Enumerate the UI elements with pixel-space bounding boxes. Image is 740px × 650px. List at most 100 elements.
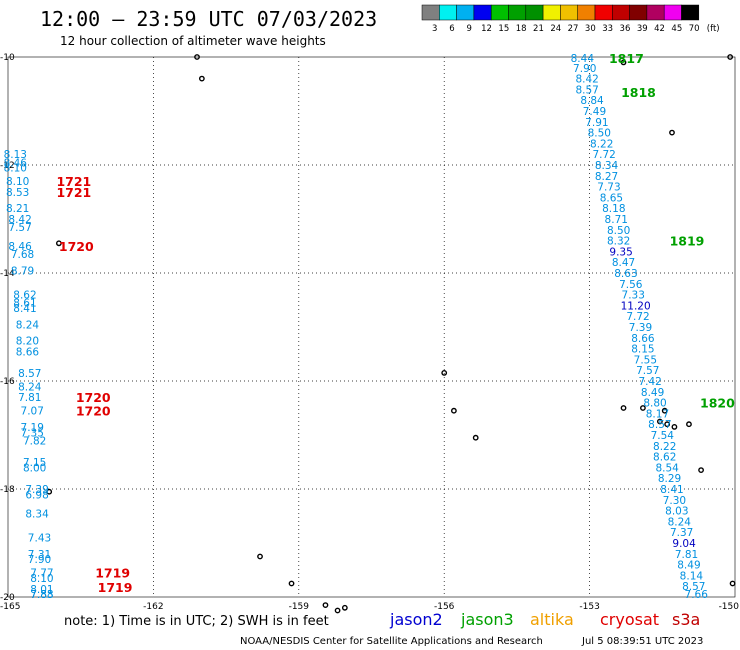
swh-value-label: 8.62 — [13, 290, 36, 302]
island-outline — [669, 129, 675, 136]
pass-time-label: 1719 — [95, 566, 130, 581]
swh-measurements: 8.447.908.428.578.847.497.918.508.227.72… — [4, 53, 709, 601]
scale-label: 33 — [602, 24, 613, 34]
swh-value-label: 9.35 — [609, 246, 632, 258]
scale-swatch — [456, 4, 475, 21]
swh-value-label: 8.13 — [4, 149, 27, 161]
pass-time-label: 1817 — [609, 51, 644, 66]
scale-unit: (ft) — [707, 24, 720, 34]
island-outline — [322, 602, 329, 608]
swh-value-label: 8.24 — [668, 516, 692, 528]
pass-labels: 1817181818191820172117211720172017201719… — [56, 51, 735, 595]
island-outline — [441, 369, 448, 376]
swh-value-label: 7.49 — [583, 106, 606, 118]
swh-value-label: 8.63 — [614, 268, 637, 280]
scale-label: 45 — [671, 24, 682, 34]
swh-value-label: 8.15 — [631, 344, 654, 356]
swh-value-label: 7.33 — [622, 290, 645, 302]
swh-value-label: 8.62 — [653, 452, 676, 464]
scale-label: 42 — [654, 24, 665, 34]
scale-swatch — [681, 4, 700, 21]
island-outline — [472, 434, 479, 441]
swh-value-label: 8.41 — [13, 303, 36, 315]
swh-value-label: 8.10 — [6, 176, 29, 188]
map-grid — [7, 56, 736, 598]
satellite-name-jason3: jason3 — [460, 610, 514, 629]
island-outline — [198, 75, 205, 82]
color-scale-legend: 3 6 9 12 15 18 21 24 27 30 33 36 39 42 45 70 (ft) — [421, 4, 720, 34]
pass-time-label: 1720 — [59, 239, 94, 254]
scale-swatch — [490, 4, 509, 21]
swh-value-label: 7.31 — [28, 549, 51, 561]
scale-label: 12 — [481, 24, 492, 34]
island-outline — [729, 580, 736, 587]
scale-swatch — [560, 4, 578, 21]
island-outline — [288, 580, 295, 587]
swh-value-label: 8.22 — [653, 441, 676, 453]
lat-tick-label: -16 — [0, 377, 15, 387]
swh-value-label: 7.54 — [651, 430, 675, 442]
lat-tick-label: -18 — [0, 485, 15, 495]
swh-value-label: 7.91 — [585, 117, 608, 129]
swh-value-label: 8.61 — [13, 298, 36, 310]
pass-time-label: 1720 — [76, 390, 111, 405]
swh-value-label: 7.82 — [23, 435, 46, 447]
swh-value-label: 7.39 — [629, 322, 652, 334]
island-outline — [671, 423, 678, 430]
scale-label: 36 — [620, 24, 631, 34]
lon-tick-label: -159 — [289, 602, 310, 612]
coastlines — [46, 54, 736, 614]
scale-swatch — [629, 4, 648, 21]
swh-value-label: 8.14 — [680, 570, 704, 582]
swh-value-label: 8.17 — [646, 408, 669, 420]
swh-value-label: 8.18 — [602, 203, 625, 215]
scale-label: 30 — [585, 24, 596, 34]
swh-value-label: 7.42 — [638, 376, 661, 388]
swh-value-label: 8.66 — [16, 346, 40, 358]
island-outline — [341, 604, 348, 611]
lon-tick-label: -162 — [143, 602, 163, 612]
swh-value-label: 8.65 — [600, 192, 623, 204]
lat-tick-label: -14 — [0, 269, 15, 279]
scale-label: 39 — [637, 24, 648, 34]
swh-value-label: 8.41 — [660, 484, 683, 496]
swh-value-label: 7.72 — [626, 311, 649, 323]
scale-label: 6 — [449, 24, 454, 34]
swh-value-label: 11.20 — [621, 300, 651, 312]
swh-value-label: 8.57 — [648, 419, 671, 431]
scale-swatch — [646, 4, 665, 21]
swh-value-label: 7.43 — [28, 533, 51, 545]
swh-value-label: 7.35 — [21, 427, 44, 439]
swh-value-label: 8.24 — [18, 381, 42, 393]
swh-value-label: 8.54 — [655, 462, 679, 474]
island-outline — [661, 407, 668, 414]
swh-value-label: 8.42 — [575, 74, 598, 86]
swh-value-label: 8.34 — [595, 160, 619, 172]
swh-value-label: 6.98 — [25, 489, 48, 501]
island-outline — [55, 240, 62, 247]
swh-value-label: 8.46 — [4, 157, 28, 169]
scale-swatch — [473, 4, 492, 21]
satellite-name-cryosat: cryosat — [600, 610, 659, 629]
scale-label: 21 — [533, 24, 544, 34]
lat-tick-label: -12 — [0, 161, 15, 171]
swh-value-label: 8.71 — [605, 214, 628, 226]
swh-value-label: 8.80 — [643, 398, 666, 410]
lon-tick-label: -153 — [579, 602, 599, 612]
credit-agency: NOAA/NESDIS Center for Satellite Applica… — [240, 636, 543, 647]
swh-value-label: 8.00 — [23, 462, 46, 474]
swh-value-label: 8.66 — [631, 333, 655, 345]
satellite-name-jason2: jason2 — [389, 610, 443, 629]
swh-value-label: 8.44 — [571, 53, 595, 65]
island-outline — [194, 54, 200, 60]
scale-label: 24 — [550, 24, 561, 34]
island-outline — [656, 418, 663, 425]
swh-value-label: 7.57 — [8, 222, 31, 234]
swh-value-label: 8.22 — [590, 138, 613, 150]
scale-label: 15 — [498, 24, 509, 34]
swh-value-label: 8.49 — [677, 560, 700, 572]
swh-value-label: 7.90 — [28, 554, 51, 566]
swh-value-label: 7.15 — [23, 457, 46, 469]
island-outline — [640, 405, 646, 411]
swh-value-label: 7.81 — [675, 549, 698, 561]
